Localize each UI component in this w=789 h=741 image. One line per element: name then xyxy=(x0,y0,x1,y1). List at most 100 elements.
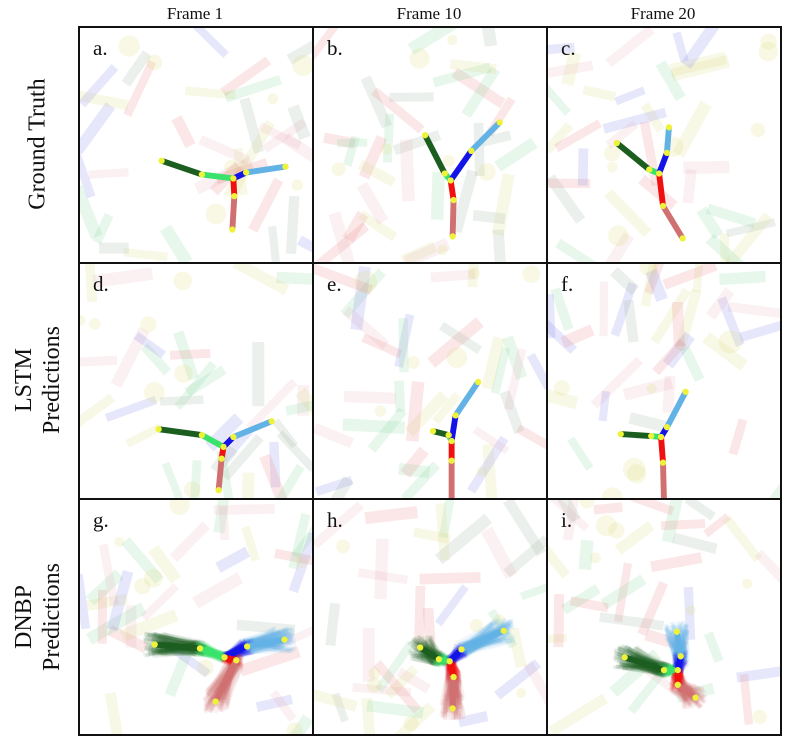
dark-green-link xyxy=(419,657,435,666)
clutter-dot xyxy=(267,93,279,105)
blue-link xyxy=(679,658,687,670)
dark-green-link xyxy=(425,638,439,654)
dark-green-link xyxy=(620,431,652,439)
clutter-bar xyxy=(272,418,299,449)
pink-link xyxy=(676,687,696,709)
clutter-bar xyxy=(682,169,697,204)
clutter-bar xyxy=(314,222,370,262)
clutter-bar xyxy=(438,500,457,539)
clutter-bar xyxy=(246,378,298,432)
pink-link xyxy=(206,661,234,693)
clutter-bar xyxy=(110,326,150,388)
pink-link xyxy=(449,199,457,237)
light-blue-link xyxy=(663,623,677,655)
clutter-bar xyxy=(548,42,575,56)
panel-c: c. xyxy=(546,26,782,264)
clutter-bar xyxy=(548,121,574,154)
clutter-bar xyxy=(702,332,748,371)
light-blue-link xyxy=(685,629,690,664)
clutter-dot xyxy=(205,203,227,225)
clutter-bar xyxy=(389,702,436,734)
clutter-dot xyxy=(169,500,190,516)
clutter-bar xyxy=(637,661,691,705)
skeleton xyxy=(613,124,686,242)
light-blue-link xyxy=(664,390,689,429)
dark-green-link xyxy=(633,653,666,666)
dark-green-link xyxy=(150,648,203,656)
clutter-bar xyxy=(358,159,397,187)
dark-green-link xyxy=(632,646,671,668)
clutter-bar xyxy=(449,59,497,75)
clutter-bar xyxy=(371,87,425,134)
clutter-bar xyxy=(184,365,227,397)
pink-link xyxy=(444,675,453,697)
clutter-bar xyxy=(366,700,425,719)
pink-link xyxy=(675,686,687,703)
clutter-bar xyxy=(427,317,484,368)
blue-link xyxy=(679,652,688,674)
clutter-bar xyxy=(672,532,718,555)
clutter-bar xyxy=(337,138,368,148)
clutter-bar xyxy=(628,412,669,433)
light-green-link xyxy=(198,645,226,661)
clutter-dot xyxy=(292,54,312,76)
clutter-bar xyxy=(761,479,780,498)
clutter-dot xyxy=(174,364,193,383)
clutter-bar xyxy=(213,500,231,534)
clutter-bar xyxy=(494,137,538,172)
clutter-dot xyxy=(368,667,381,679)
dark-green-link xyxy=(619,661,665,675)
clutter-bar xyxy=(394,380,406,412)
joint-dot xyxy=(417,644,424,651)
joint-dot xyxy=(282,163,289,170)
clutter-bar xyxy=(548,68,572,116)
background-clutter xyxy=(80,500,312,734)
clutter-bar xyxy=(739,316,780,342)
clutter-bar xyxy=(184,86,236,100)
light-blue-link xyxy=(249,632,287,643)
clutter-dot xyxy=(685,605,696,616)
panel-label: e. xyxy=(327,272,342,296)
clutter-bar xyxy=(548,294,556,339)
clutter-dot xyxy=(354,270,377,294)
light-green-link xyxy=(200,432,225,450)
blue-link xyxy=(679,654,687,675)
dark-green-link xyxy=(145,647,196,656)
clutter-bar xyxy=(374,538,389,600)
clutter-bar xyxy=(121,50,152,87)
clutter-dot xyxy=(603,145,621,162)
panel-d: d. xyxy=(78,262,314,500)
clutter-bar xyxy=(595,232,634,262)
joint-dot xyxy=(655,170,663,177)
clutter-bar xyxy=(384,665,419,700)
dark-green-link xyxy=(614,140,652,172)
clutter-bar xyxy=(627,668,667,715)
joint-dot xyxy=(500,627,507,634)
light-blue-link xyxy=(253,645,291,653)
clutter-bar xyxy=(241,525,260,562)
pink-link xyxy=(673,685,690,701)
clutter-dot xyxy=(331,162,346,177)
panel-label: i. xyxy=(561,508,573,532)
clutter-bar xyxy=(261,118,307,153)
clutter-bar xyxy=(422,607,437,658)
clutter-bar xyxy=(296,235,312,258)
clutter-bar xyxy=(569,596,609,613)
dark-green-link xyxy=(632,646,668,669)
clutter-bar xyxy=(503,348,527,411)
joint-dot xyxy=(196,645,204,652)
clutter-bar xyxy=(343,135,360,167)
light-blue-link xyxy=(681,620,688,653)
dark-green-link xyxy=(152,632,196,646)
panel-g: g. xyxy=(78,498,314,736)
row-label-line: Predictions xyxy=(39,326,65,434)
light-blue-link xyxy=(250,639,296,651)
clutter-bar xyxy=(481,130,512,147)
pink-link xyxy=(218,664,244,703)
pink-link xyxy=(454,683,464,702)
pink-link xyxy=(223,665,245,701)
clutter-bar xyxy=(288,532,312,594)
clutter-bar xyxy=(106,569,134,631)
clutter-bar xyxy=(392,130,442,156)
light-blue-link xyxy=(469,120,502,153)
